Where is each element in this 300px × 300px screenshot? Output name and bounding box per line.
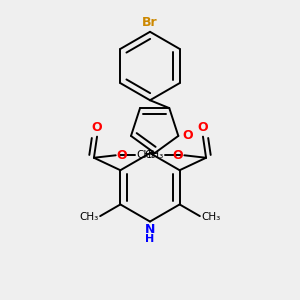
Text: CH₃: CH₃ [136, 150, 155, 160]
Text: CH₃: CH₃ [201, 212, 220, 222]
Text: O: O [92, 121, 102, 134]
Text: O: O [173, 149, 183, 162]
Text: O: O [117, 149, 127, 162]
Text: H: H [146, 234, 154, 244]
Text: Br: Br [142, 16, 158, 29]
Text: N: N [145, 223, 155, 236]
Text: O: O [182, 129, 193, 142]
Text: CH₃: CH₃ [80, 212, 99, 222]
Text: O: O [198, 121, 208, 134]
Text: CH₃: CH₃ [145, 150, 164, 160]
